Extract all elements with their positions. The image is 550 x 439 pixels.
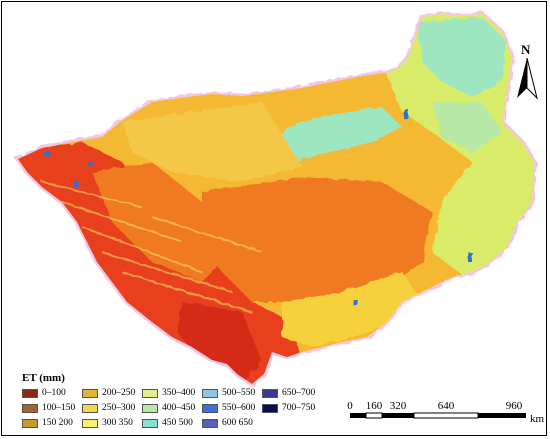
legend-swatch [142, 403, 158, 413]
zone-ne-cyan-2 [432, 102, 502, 152]
legend-swatch [22, 418, 38, 428]
legend-label: 100–150 [42, 403, 76, 413]
legend-label: 350–400 [162, 388, 196, 398]
legend-swatch [202, 403, 218, 413]
scale-unit: km [530, 413, 545, 425]
legend-item: 500–550 [202, 387, 255, 399]
legend-label: 200–250 [102, 388, 136, 398]
north-arrow-icon [517, 58, 538, 100]
legend-label: 150 200 [42, 418, 73, 428]
zone-ne-cyan [417, 17, 507, 97]
legend-label: 300 350 [102, 418, 133, 428]
legend-swatch [262, 388, 278, 398]
north-arrow: N [512, 42, 542, 102]
texture-streaks [41, 181, 263, 313]
scale-label-640: 640 [437, 400, 455, 412]
legend-item: 0–100 [22, 387, 66, 399]
scale-label-0: 0 [347, 400, 353, 412]
zone-central-light [122, 102, 302, 182]
legend-swatch [202, 418, 218, 428]
legend-item: 150 200 [22, 417, 73, 429]
legend-item: 400–450 [142, 402, 195, 414]
legend-item: 700–750 [262, 402, 315, 414]
scale-bar: 0 160 320 640 960 km [347, 400, 545, 430]
legend-title: ET (mm) [22, 372, 65, 384]
legend-label: 700–750 [282, 403, 316, 413]
legend-swatch [82, 388, 98, 398]
legend-item: 100–150 [22, 402, 75, 414]
legend-label: 650–700 [282, 388, 316, 398]
north-label: N [521, 42, 531, 57]
legend-item: 550–600 [202, 402, 255, 414]
legend-swatch [22, 388, 38, 398]
legend-swatch [142, 418, 158, 428]
legend-swatch [22, 403, 38, 413]
legend-item: 650–700 [262, 387, 315, 399]
legend-label: 500–550 [222, 388, 256, 398]
zone-west-orange [92, 162, 232, 282]
legend-swatch [142, 388, 158, 398]
legend-swatch [262, 403, 278, 413]
legend-item: 250–300 [82, 402, 135, 414]
scale-label-160: 160 [365, 400, 383, 412]
zone-north-cyan [262, 107, 402, 162]
legend-swatch [82, 418, 98, 428]
legend-label: 600 650 [222, 418, 253, 428]
scale-bar-graphic [350, 412, 526, 419]
legend-swatch [82, 403, 98, 413]
zone-se-yellow [282, 272, 422, 347]
legend-label: 450 500 [162, 418, 193, 428]
legend-item: 350–400 [142, 387, 195, 399]
legend-label: 250–300 [102, 403, 136, 413]
legend-swatch [202, 388, 218, 398]
legend-item: 200–250 [82, 387, 135, 399]
zone-south-deepred [177, 302, 262, 382]
lakes [44, 109, 472, 306]
legend-item: 300 350 [82, 417, 133, 429]
scale-label-320: 320 [389, 400, 407, 412]
legend-label: 550–600 [222, 403, 256, 413]
legend-label: 400–450 [162, 403, 196, 413]
legend-item: 600 650 [202, 417, 253, 429]
zone-central-orange [202, 177, 432, 302]
legend-item: 450 500 [142, 417, 193, 429]
legend-label: 0–100 [42, 388, 66, 398]
scale-label-960: 960 [505, 400, 523, 412]
